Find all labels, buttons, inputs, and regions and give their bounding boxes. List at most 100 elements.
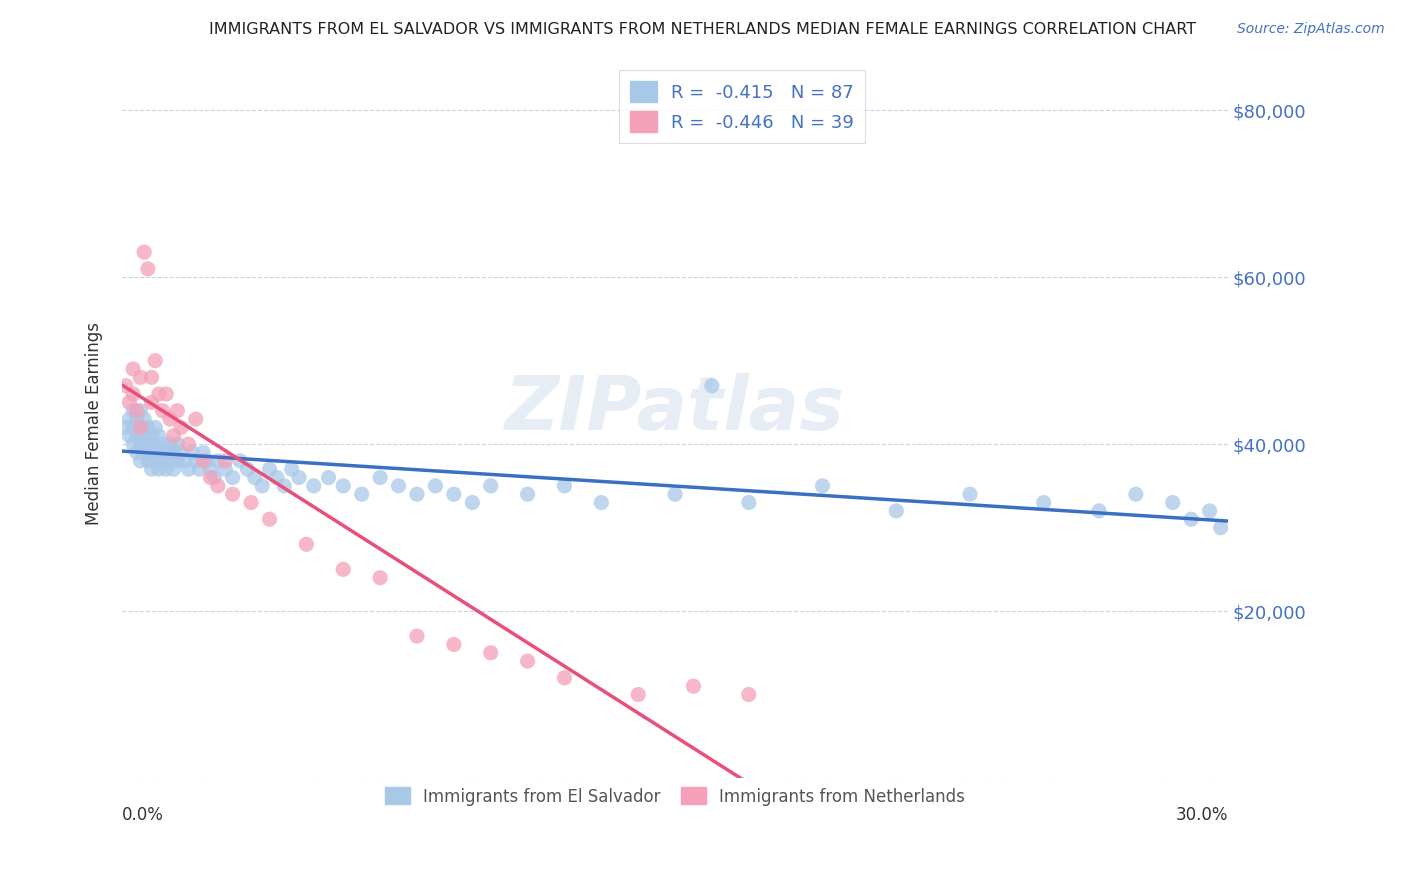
Point xyxy=(664,487,686,501)
Point xyxy=(1198,504,1220,518)
Point xyxy=(387,479,409,493)
Point xyxy=(184,412,207,426)
Point xyxy=(200,470,222,484)
Point xyxy=(1209,520,1232,534)
Point xyxy=(479,646,502,660)
Point xyxy=(591,495,613,509)
Point xyxy=(148,387,170,401)
Point xyxy=(143,454,166,468)
Point xyxy=(152,437,174,451)
Point xyxy=(136,454,159,468)
Point xyxy=(214,462,236,476)
Point xyxy=(129,420,152,434)
Point xyxy=(240,495,263,509)
Point xyxy=(170,445,193,459)
Point xyxy=(207,454,229,468)
Point xyxy=(122,420,145,434)
Point xyxy=(155,387,177,401)
Point xyxy=(125,403,148,417)
Point xyxy=(122,437,145,451)
Point xyxy=(129,454,152,468)
Point xyxy=(129,370,152,384)
Point xyxy=(461,495,484,509)
Text: ZIPatlas: ZIPatlas xyxy=(505,373,845,446)
Point xyxy=(125,445,148,459)
Point xyxy=(163,429,186,443)
Point xyxy=(125,429,148,443)
Point xyxy=(1088,504,1111,518)
Point xyxy=(350,487,373,501)
Point xyxy=(134,412,156,426)
Point xyxy=(114,420,136,434)
Point xyxy=(368,470,391,484)
Point xyxy=(425,479,447,493)
Point xyxy=(159,437,181,451)
Point xyxy=(152,454,174,468)
Point xyxy=(627,688,650,702)
Point xyxy=(177,437,200,451)
Point xyxy=(200,462,222,476)
Point xyxy=(122,387,145,401)
Point xyxy=(221,470,243,484)
Point xyxy=(700,378,723,392)
Point xyxy=(191,454,214,468)
Point xyxy=(166,454,188,468)
Point xyxy=(1125,487,1147,501)
Text: Source: ZipAtlas.com: Source: ZipAtlas.com xyxy=(1237,22,1385,37)
Point xyxy=(191,445,214,459)
Point xyxy=(129,420,152,434)
Point xyxy=(236,462,259,476)
Point xyxy=(202,470,225,484)
Point xyxy=(143,437,166,451)
Point xyxy=(118,395,141,409)
Point xyxy=(136,437,159,451)
Point xyxy=(155,445,177,459)
Point xyxy=(141,429,163,443)
Point xyxy=(148,462,170,476)
Point xyxy=(159,412,181,426)
Point xyxy=(884,504,907,518)
Point xyxy=(166,403,188,417)
Legend: Immigrants from El Salvador, Immigrants from Netherlands: Immigrants from El Salvador, Immigrants … xyxy=(378,780,972,813)
Point xyxy=(280,462,302,476)
Point xyxy=(243,470,266,484)
Point xyxy=(516,487,538,501)
Point xyxy=(1032,495,1054,509)
Point xyxy=(134,429,156,443)
Point xyxy=(443,637,465,651)
Point xyxy=(173,454,195,468)
Point xyxy=(266,470,288,484)
Point xyxy=(177,462,200,476)
Point xyxy=(148,429,170,443)
Point xyxy=(221,487,243,501)
Point xyxy=(141,370,163,384)
Point xyxy=(332,479,354,493)
Point xyxy=(143,420,166,434)
Point xyxy=(184,454,207,468)
Point xyxy=(195,454,218,468)
Point xyxy=(288,470,311,484)
Point xyxy=(214,454,236,468)
Point xyxy=(148,445,170,459)
Point xyxy=(302,479,325,493)
Point xyxy=(295,537,318,551)
Point xyxy=(738,688,761,702)
Point xyxy=(406,487,429,501)
Point xyxy=(114,378,136,392)
Point xyxy=(273,479,295,493)
Point xyxy=(166,437,188,451)
Point xyxy=(141,445,163,459)
Point xyxy=(134,245,156,260)
Point xyxy=(318,470,340,484)
Point xyxy=(122,403,145,417)
Point xyxy=(122,362,145,376)
Text: IMMIGRANTS FROM EL SALVADOR VS IMMIGRANTS FROM NETHERLANDS MEDIAN FEMALE EARNING: IMMIGRANTS FROM EL SALVADOR VS IMMIGRANT… xyxy=(209,22,1197,37)
Point xyxy=(259,512,281,526)
Point xyxy=(163,462,186,476)
Point xyxy=(738,495,761,509)
Point xyxy=(332,562,354,576)
Point xyxy=(136,261,159,276)
Point xyxy=(406,629,429,643)
Point xyxy=(143,353,166,368)
Point xyxy=(129,403,152,417)
